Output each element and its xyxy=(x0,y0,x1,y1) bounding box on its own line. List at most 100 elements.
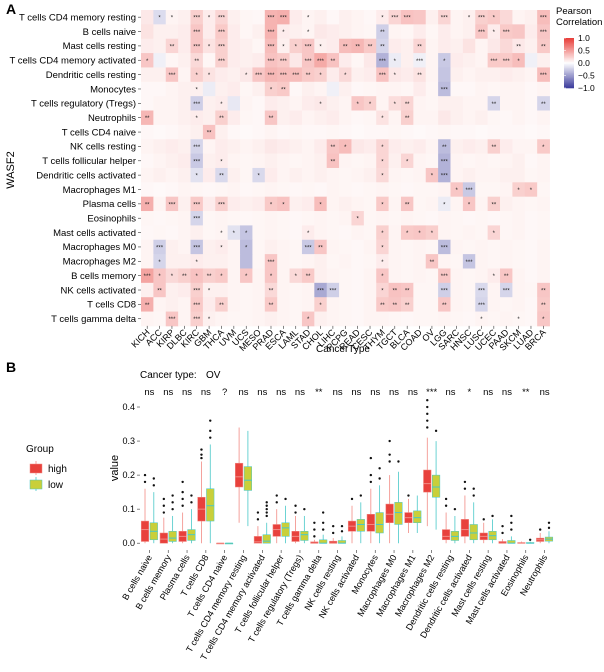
heatmap-cell xyxy=(289,167,303,183)
heatmap-cell xyxy=(141,282,154,298)
heatmap-cell xyxy=(301,268,315,284)
significance-star: *** xyxy=(292,73,300,79)
significance-label: ns xyxy=(445,387,455,398)
heatmap-cell xyxy=(400,282,414,298)
significance-star: * xyxy=(158,260,161,266)
significance-star: * xyxy=(270,87,273,93)
significance-star: ** xyxy=(331,159,336,165)
high-outlier xyxy=(444,504,448,507)
heatmap-cell xyxy=(438,311,451,327)
heatmap-cell xyxy=(289,124,303,140)
heatmap-cell xyxy=(252,24,266,40)
heatmap-cell xyxy=(487,67,501,83)
heatmap-cell xyxy=(277,10,290,25)
heatmap-cell xyxy=(450,297,464,312)
legend-color-step xyxy=(564,76,574,79)
heatmap-cell xyxy=(351,254,365,269)
heatmap-cell xyxy=(537,153,550,169)
box-subtitle-value: OV xyxy=(206,370,221,381)
significance-star: * xyxy=(381,231,384,237)
legend-entry-label: high xyxy=(48,464,67,475)
heatmap-cell xyxy=(240,110,253,126)
heatmap-cell xyxy=(462,254,476,269)
heatmap-cell xyxy=(388,239,402,255)
heatmap-cell xyxy=(314,182,328,198)
significance-star: *** xyxy=(503,289,511,295)
heatmap-cell xyxy=(462,110,476,126)
heatmap-cell xyxy=(487,225,501,241)
heatmap-cell xyxy=(376,297,389,312)
significance-star: *** xyxy=(193,289,201,295)
heatmap-cell xyxy=(450,282,464,298)
significance-star: ** xyxy=(207,274,212,280)
significance-star: ** xyxy=(491,145,496,151)
heatmap-cell xyxy=(425,225,439,241)
high-box xyxy=(460,519,469,537)
heatmap-cell xyxy=(202,110,216,126)
heatmap-cell xyxy=(314,211,328,226)
heatmap-cell xyxy=(376,211,389,226)
heatmap-cell xyxy=(252,153,266,169)
heatmap-cell xyxy=(438,182,451,198)
low-outlier xyxy=(528,538,532,541)
significance-star: * xyxy=(493,231,496,237)
significance-star: ** xyxy=(541,102,546,108)
heatmap-cell xyxy=(351,268,365,284)
legend-color-step xyxy=(564,49,574,51)
legend-color-step xyxy=(564,63,574,65)
heatmap-cell xyxy=(388,96,402,111)
high-outlier xyxy=(162,504,166,507)
heatmap-cell xyxy=(450,254,464,269)
heatmap-cell xyxy=(190,24,204,40)
heatmap-cell xyxy=(537,167,550,183)
legend-title: Pearson xyxy=(556,6,591,17)
low-outlier xyxy=(265,507,268,511)
heatmap-cell xyxy=(475,124,489,140)
significance-star: * xyxy=(319,73,322,79)
heatmap-cell xyxy=(413,139,427,154)
heatmap-cell xyxy=(351,38,365,54)
heatmap-cell xyxy=(165,239,179,255)
significance-star: * xyxy=(220,102,223,108)
y-tick-label: 0.3 xyxy=(122,436,135,446)
heatmap-cell xyxy=(524,139,538,154)
significance-star: *** xyxy=(193,217,201,223)
heatmap-cell xyxy=(500,81,513,97)
heatmap-cell xyxy=(314,268,328,284)
heatmap-cell xyxy=(178,124,191,140)
heatmap-cell xyxy=(252,196,266,212)
heatmap-cell xyxy=(289,96,303,111)
heatmap-cell xyxy=(400,153,414,169)
heatmap-cell xyxy=(202,38,216,54)
heatmap-cell xyxy=(264,81,278,97)
heatmap-cell xyxy=(413,196,427,212)
significance-star: *** xyxy=(280,73,288,79)
heatmap-cell xyxy=(537,110,550,126)
significance-star: *** xyxy=(478,30,486,36)
legend-color-step xyxy=(564,61,574,64)
heatmap-cell xyxy=(351,167,365,183)
significance-star: * xyxy=(431,231,434,237)
heatmap-cell xyxy=(438,96,451,111)
heatmap-cell xyxy=(500,167,513,183)
heatmap-cell xyxy=(388,254,402,269)
heatmap-cell xyxy=(141,167,154,183)
heatmap-cell xyxy=(475,24,489,40)
significance-star: *** xyxy=(218,202,226,208)
high-outlier xyxy=(181,490,184,494)
significance-star: * xyxy=(344,145,347,151)
low-box xyxy=(432,474,441,498)
heatmap-cell xyxy=(264,53,278,68)
heatmap-cell xyxy=(227,124,241,140)
heatmap-cell xyxy=(475,311,489,327)
heatmap-cell xyxy=(178,196,191,212)
heatmap-cell xyxy=(524,81,538,97)
heatmap-cell xyxy=(215,254,229,269)
heatmap-cell xyxy=(178,10,191,25)
significance-star: *** xyxy=(441,174,449,180)
heatmap-cell xyxy=(388,153,402,169)
high-outlier xyxy=(369,473,373,477)
low-outlier xyxy=(453,507,457,511)
heatmap-cell xyxy=(487,182,501,198)
low-outlier xyxy=(547,521,551,524)
